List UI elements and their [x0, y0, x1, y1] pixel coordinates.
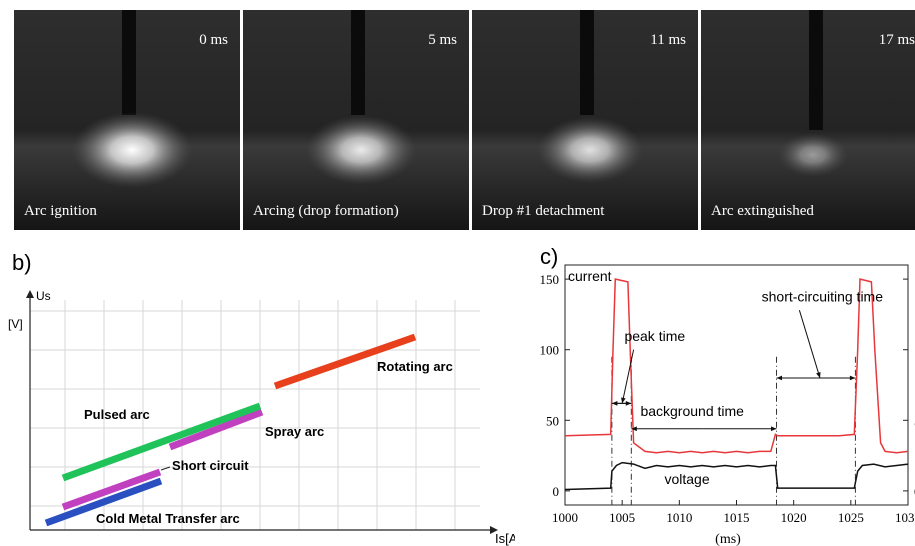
spray-arc-line	[168, 408, 264, 451]
cmt-arc-line	[44, 477, 163, 527]
process-map-diagram: Us [V] Is[A] Rotating arc Spray arc Puls…	[8, 289, 515, 546]
y-tick-label: 50	[546, 413, 559, 428]
welding-frame: 0 ms Arc ignition	[14, 10, 240, 230]
short-circuit-line	[61, 468, 162, 511]
pulsed-arc-line	[61, 402, 262, 482]
short-circuit-time-pointer	[798, 310, 821, 379]
panel-c-label: c)	[540, 244, 559, 269]
y-axis-label-top: Us	[36, 289, 51, 303]
x-tick-label: 1025	[838, 510, 864, 525]
peak-time-pointer	[621, 349, 635, 404]
background-time-right-arrow-head-icon	[770, 426, 777, 432]
x-axis-label: Is[A]	[495, 531, 515, 546]
spray-arc-label: Spray arc	[265, 424, 324, 439]
welding-frame: 5 ms Arcing (drop formation)	[243, 10, 469, 230]
frame-caption: Drop #1 detachment	[482, 203, 605, 219]
rotating-arc-label: Rotating arc	[377, 359, 453, 374]
y-axis-label-unit: [V]	[8, 317, 23, 331]
current-voltage-chart: 1000100510101015102010251030050100150050…	[540, 264, 915, 546]
frame-time-label: 5 ms	[428, 32, 457, 48]
y-tick-label: 0	[553, 484, 560, 499]
short-circuit-label: Short circuit	[172, 458, 249, 473]
short-circuit-time-label: short-circuiting time	[762, 289, 884, 305]
x-tick-label: 1015	[724, 510, 750, 525]
y-tick-label: 150	[540, 272, 560, 287]
frame-caption: Arcing (drop formation)	[253, 203, 399, 219]
short-circuit-time-pointer-head-icon	[816, 371, 821, 378]
y-axis-arrow-icon	[26, 290, 34, 298]
welding-frame: 11 ms Drop #1 detachment	[472, 10, 698, 230]
frame-time-label: 11 ms	[650, 32, 686, 48]
x-axis-label: (ms)	[715, 532, 741, 546]
voltage-series-line	[564, 461, 909, 491]
x-axis-arrow-icon	[490, 526, 498, 534]
cmt-arc-label: Cold Metal Transfer arc	[96, 511, 240, 526]
short-circuit-right-arrow-head-icon	[849, 375, 856, 381]
short-circuit-leader	[160, 466, 171, 471]
pulsed-arc-label: Pulsed arc	[84, 407, 150, 422]
background-time-label: background time	[640, 403, 744, 419]
peak-time-left-arrow-head-icon	[611, 401, 618, 406]
rotating-arc-line	[273, 333, 417, 390]
frame-time-label: 17 ms	[878, 32, 915, 48]
frame-time-label: 0 ms	[199, 32, 228, 48]
voltage-series-label: voltage	[664, 471, 709, 487]
short-circuit-left-arrow-head-icon	[776, 375, 783, 381]
welding-frame: 17 ms Arc extinguished	[701, 10, 915, 230]
current-series-line	[564, 278, 909, 454]
peak-time-pointer-head-icon	[621, 397, 626, 404]
x-tick-label: 1010	[666, 510, 692, 525]
current-series-label: current	[568, 268, 612, 284]
peak-time-label: peak time	[624, 328, 685, 344]
x-tick-label: 1020	[781, 510, 807, 525]
peak-time-right-arrow-head-icon	[625, 401, 632, 406]
frame-caption: Arc extinguished	[711, 203, 814, 219]
panel-b-label: b)	[12, 250, 32, 275]
x-tick-label: 1005	[609, 510, 635, 525]
y-tick-label: 100	[540, 343, 560, 358]
background-time-left-arrow-head-icon	[631, 426, 637, 432]
frame-caption: Arc ignition	[24, 203, 97, 219]
x-tick-label: 1000	[552, 510, 578, 525]
